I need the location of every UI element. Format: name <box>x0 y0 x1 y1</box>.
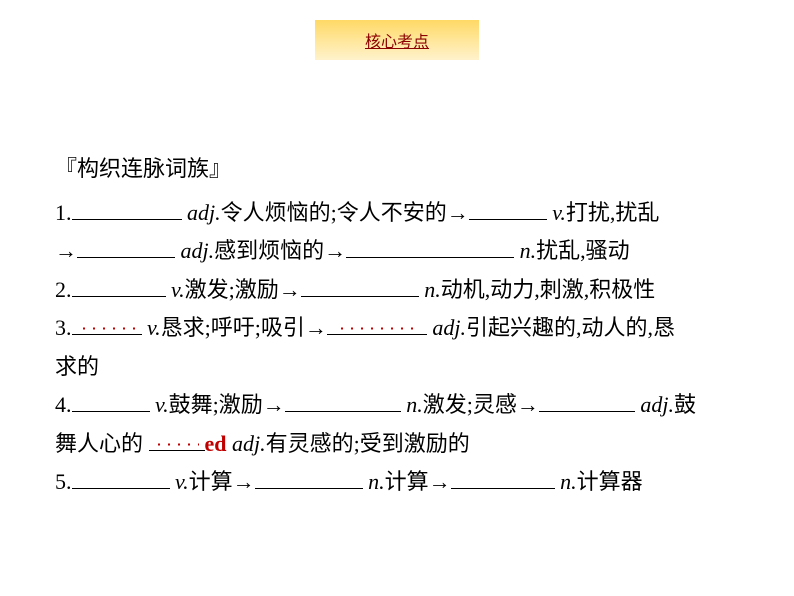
pos-label: n. <box>406 392 423 417</box>
fill-blank <box>285 390 401 412</box>
items-container: 1. adj.令人烦恼的;令人不安的→ v.打扰,扰乱→ adj.感到烦恼的→ … <box>55 194 739 502</box>
pos-label: n. <box>560 469 577 494</box>
fill-blank <box>72 275 166 297</box>
text-segment: 激发;激励→ <box>185 277 301 302</box>
pos-label: v. <box>171 277 185 302</box>
fill-blank <box>327 309 427 331</box>
fill-blank <box>72 309 142 331</box>
fill-blank <box>72 467 170 489</box>
vocab-item: 3. v.恳求;呼吁;吸引→ adj.引起兴趣的,动人的,恳求的 <box>55 309 739 386</box>
text-segment: 打扰,扰乱 <box>566 200 660 225</box>
tab-container: 核心考点 <box>315 20 479 60</box>
pos-label: n. <box>368 469 385 494</box>
vocab-item: 2. v.激发;激励→ n.动机,动力,刺激,积极性 <box>55 271 739 310</box>
text-segment: 令人烦恼的;令人不安的→ <box>221 200 469 225</box>
vocab-item: 5. v.计算→ n.计算→ n.计算器 <box>55 463 739 502</box>
pos-label: v. <box>175 469 189 494</box>
pos-label: adj. <box>187 200 221 225</box>
item-number: 2. <box>55 277 72 302</box>
fill-blank <box>77 236 175 258</box>
section-title: 『构织连脉词族』 <box>55 150 739 189</box>
highlight-text: ed <box>205 431 227 456</box>
pos-label: adj. <box>181 238 215 263</box>
content-area: 『构织连脉词族』 1. adj.令人烦恼的;令人不安的→ v.打扰,扰乱→ ad… <box>55 150 739 502</box>
item-number: 4. <box>55 392 72 417</box>
text-segment: 鼓舞;激励→ <box>169 392 285 417</box>
pos-label: adj. <box>232 431 266 456</box>
text-segment: 动机,动力,刺激,积极性 <box>441 277 656 302</box>
item-number: 5. <box>55 469 72 494</box>
fill-blank <box>346 236 514 258</box>
fill-blank <box>469 198 547 220</box>
pos-label: v. <box>147 315 161 340</box>
text-segment: 感到烦恼的→ <box>214 238 346 263</box>
tab-core-points[interactable]: 核心考点 <box>315 20 479 60</box>
text-segment: 扰乱,骚动 <box>536 238 630 263</box>
text-segment: 计算器 <box>577 469 643 494</box>
fill-blank <box>301 275 419 297</box>
item-number: 3. <box>55 315 72 340</box>
text-segment: 求的 <box>55 354 99 379</box>
text-segment: 计算→ <box>189 469 255 494</box>
fill-blank <box>149 425 205 447</box>
text-segment: 有灵感的;受到激励的 <box>266 431 470 456</box>
pos-label: adj. <box>432 315 466 340</box>
item-number: 1. <box>55 200 72 225</box>
pos-label: v. <box>155 392 169 417</box>
text-segment: 恳求;呼吁;吸引→ <box>161 315 327 340</box>
text-segment: 计算→ <box>385 469 451 494</box>
text-segment: 引起兴趣的,动人的,恳 <box>466 315 675 340</box>
fill-blank <box>72 390 150 412</box>
pos-label: v. <box>552 200 566 225</box>
fill-blank <box>72 198 182 220</box>
pos-label: n. <box>424 277 441 302</box>
vocab-item: 4. v.鼓舞;激励→ n.激发;灵感→ adj.鼓舞人心的 ed adj.有灵… <box>55 386 739 463</box>
fill-blank <box>539 390 635 412</box>
fill-blank <box>255 467 363 489</box>
text-segment: → <box>55 238 77 263</box>
pos-label: adj. <box>640 392 674 417</box>
text-segment: 激发;灵感→ <box>423 392 539 417</box>
fill-blank <box>451 467 555 489</box>
vocab-item: 1. adj.令人烦恼的;令人不安的→ v.打扰,扰乱→ adj.感到烦恼的→ … <box>55 194 739 271</box>
text-segment: 舞人心的 <box>55 431 149 456</box>
text-segment: 鼓 <box>674 392 696 417</box>
pos-label: n. <box>520 238 537 263</box>
